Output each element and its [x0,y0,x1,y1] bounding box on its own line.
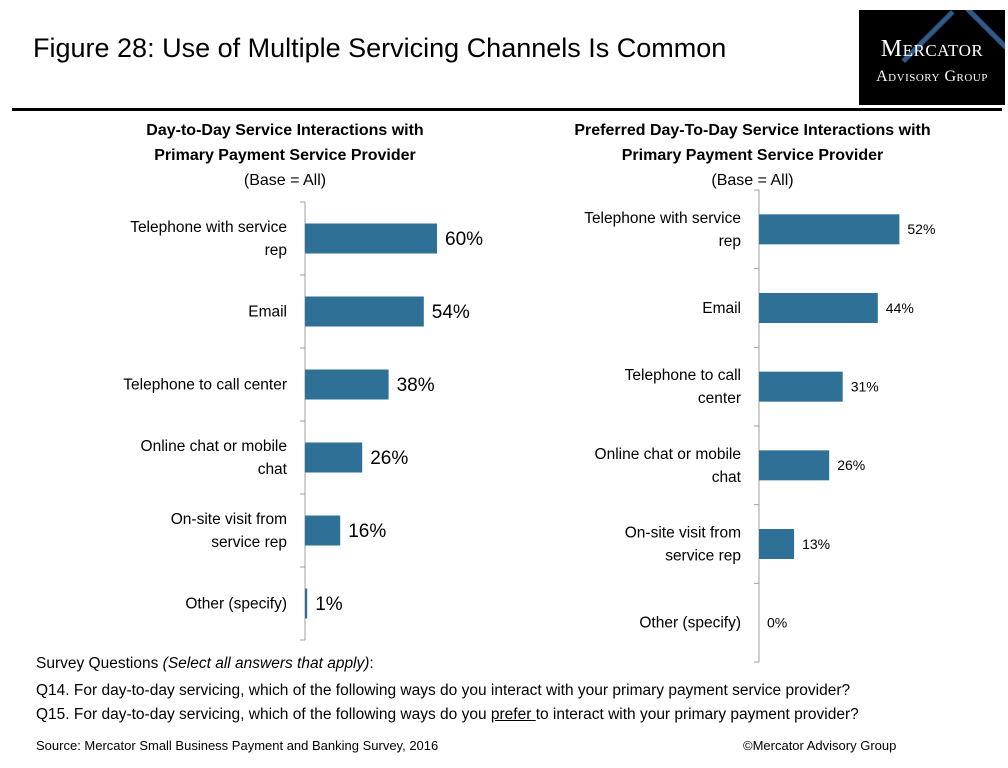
data-label: 44% [886,300,914,316]
data-label: 38% [397,375,435,396]
chart-2-title-line2: Primary Payment Service Provider [621,147,884,164]
bar [759,450,830,481]
bar [759,371,843,402]
chart-1-title-line2: Primary Payment Service Provider [154,147,416,164]
category-label: Other (specify) [185,596,287,613]
page-title: Figure 28: Use of Multiple Servicing Cha… [33,33,727,63]
data-label: 26% [837,457,865,473]
question-q15: Q15. For day-to-day servicing, which of … [36,706,859,724]
category-label: Online chat or mobile [595,446,741,463]
logo-line2: Advisory Group [876,68,988,85]
category-label: Telephone with service [130,219,287,236]
question-q14: Q14. For day-to-day servicing, which of … [36,682,851,699]
category-label: Telephone to call center [123,377,287,394]
category-label: rep [719,233,741,250]
chart-2-title-line1: Preferred Day-To-Day Service Interaction… [574,122,931,139]
bar [305,296,424,327]
category-label: Telephone with service [584,210,741,227]
survey-suffix: : [369,655,374,672]
chart-1-heading: Day-to-Day Service Interactions with Pri… [70,118,500,193]
data-label: 31% [851,379,879,395]
copyright-note: ©Mercator Advisory Group [743,738,897,753]
category-label: center [698,390,741,407]
data-label: 52% [907,221,935,237]
mercator-logo: Mercator Advisory Group [859,10,1005,105]
data-label: 13% [802,536,830,552]
category-label: Online chat or mobile [141,438,287,455]
bar [305,588,308,619]
data-label: 16% [348,521,386,542]
category-label: service rep [665,548,741,565]
q15-text-end: to interact with your primary payment pr… [535,706,859,723]
bar [305,369,389,400]
survey-questions-heading: Survey Questions (Select all answers tha… [36,655,374,673]
category-label: Telephone to call [625,367,741,384]
title-divider [12,108,1002,111]
data-label: 1% [315,594,343,615]
chart-2-heading: Preferred Day-To-Day Service Interaction… [520,118,985,193]
q15-text: Q15. For day-to-day servicing, which of … [36,706,491,723]
chart-1-title-line1: Day-to-Day Service Interactions with [146,122,424,139]
category-label: Email [248,304,287,321]
chart-1-base: (Base = All) [243,172,327,189]
category-label: chat [258,461,288,478]
category-label: chat [712,469,742,486]
data-label: 0% [767,615,787,631]
bar [305,223,437,254]
category-label: service rep [211,534,287,551]
survey-italic: (Select all answers that apply) [162,655,370,672]
q15-underlined: prefer [490,706,536,723]
category-label: On-site visit from [625,525,741,542]
category-label: On-site visit from [171,511,287,528]
category-label: Email [702,300,741,317]
bar [759,529,795,559]
bar [305,515,341,546]
bar [759,293,878,323]
data-label: 60% [445,229,483,250]
data-label: 54% [432,302,470,323]
source-note: Source: Mercator Small Business Payment … [36,738,439,753]
survey-prefix: Survey Questions [36,655,163,672]
category-label: Other (specify) [639,615,741,632]
data-label: 26% [370,448,408,469]
logo-line1: Mercator [880,36,984,62]
bar [759,214,900,245]
bar [305,442,363,473]
category-label: rep [265,242,287,259]
chart-2-base: (Base = All) [711,172,794,189]
